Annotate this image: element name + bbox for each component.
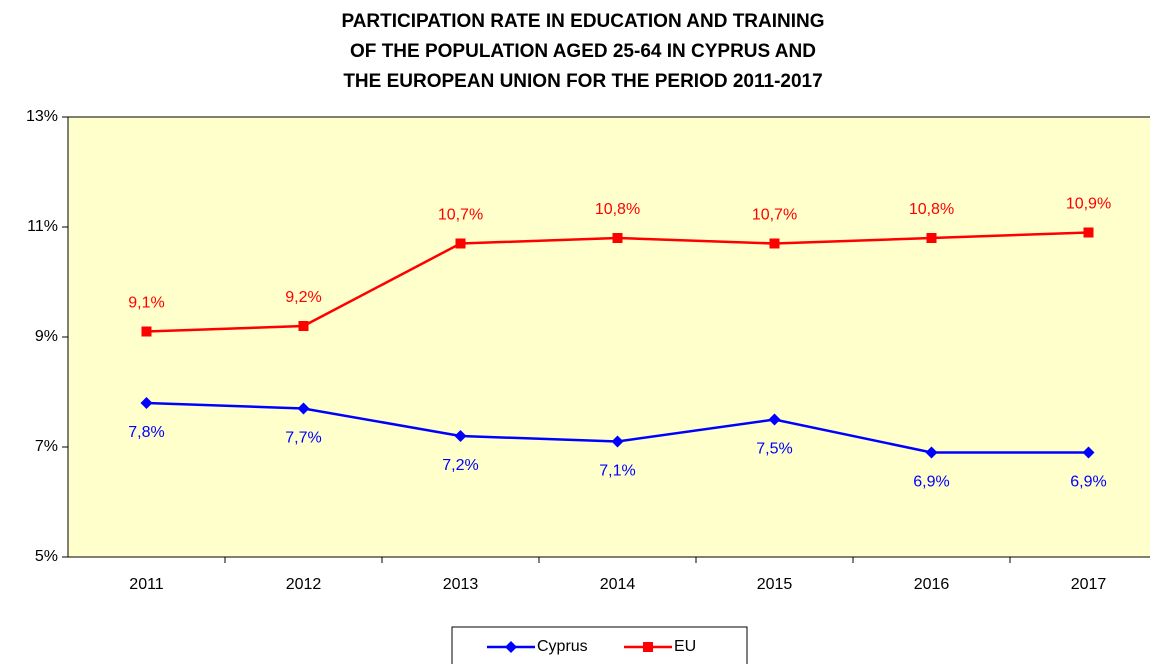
data-label: 10,9%	[1066, 196, 1111, 213]
data-label: 6,9%	[913, 474, 949, 491]
data-point	[1083, 227, 1094, 238]
x-tick-label: 2016	[914, 576, 950, 593]
data-label: 10,8%	[909, 201, 954, 218]
chart-title: OF THE POPULATION AGED 25-64 IN CYPRUS A…	[350, 41, 816, 62]
data-label: 10,8%	[595, 201, 640, 218]
data-point	[455, 238, 466, 249]
x-tick-label: 2015	[757, 576, 793, 593]
data-point	[454, 430, 467, 442]
data-label: 7,2%	[442, 457, 478, 474]
data-label: 10,7%	[438, 207, 483, 224]
data-label: 7,5%	[756, 441, 792, 458]
data-label: 7,8%	[128, 424, 164, 441]
legend-marker	[505, 641, 517, 653]
data-point	[768, 413, 781, 426]
y-tick-label: 13%	[26, 108, 58, 125]
x-tick-label: 2013	[443, 576, 479, 593]
data-label: 9,1%	[128, 295, 164, 312]
data-point	[141, 326, 152, 337]
x-tick-label: 2011	[129, 576, 164, 593]
data-point	[298, 321, 309, 331]
y-tick-label: 11%	[27, 218, 58, 235]
plot-area	[68, 117, 1150, 557]
legend-box	[451, 626, 748, 664]
data-point	[611, 435, 624, 448]
x-tick-label: 2017	[1071, 576, 1107, 593]
legend-label: EU	[674, 638, 696, 655]
data-point	[925, 446, 938, 459]
x-tick-label: 2014	[600, 576, 636, 593]
data-point	[926, 233, 937, 243]
chart-title: THE EUROPEAN UNION FOR THE PERIOD 2011-2…	[343, 71, 822, 92]
data-label: 9,2%	[285, 289, 321, 306]
data-point	[140, 397, 153, 409]
data-point	[1082, 446, 1095, 459]
data-point	[769, 238, 780, 249]
y-tick-label: 7%	[35, 438, 58, 455]
y-tick-label: 9%	[35, 328, 58, 345]
data-label: 7,7%	[285, 430, 321, 447]
data-label: 10,7%	[752, 207, 797, 224]
data-point	[297, 402, 310, 415]
legend-marker	[643, 642, 653, 652]
y-tick-label: 5%	[35, 548, 58, 565]
chart-title: PARTICIPATION RATE IN EDUCATION AND TRAI…	[341, 11, 824, 32]
legend-label: Cyprus	[537, 638, 588, 655]
data-label: 6,9%	[1070, 474, 1106, 491]
data-point	[612, 233, 623, 243]
data-label: 7,1%	[599, 463, 635, 480]
x-tick-label: 2012	[286, 576, 322, 593]
